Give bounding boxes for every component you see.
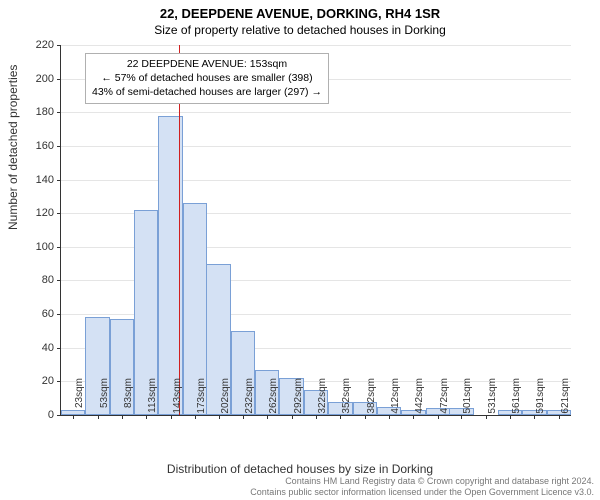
xtick-label: 621sqm [560,378,571,428]
ytick-label: 220 [24,39,54,51]
y-axis-label: Number of detached properties [6,65,20,230]
ytick-label: 120 [24,207,54,219]
ytick-label: 60 [24,308,54,320]
annotation-line: 22 DEEPDENE AVENUE: 153sqm [92,57,322,71]
xtick-label: 442sqm [414,378,425,428]
xtick-label: 173sqm [196,378,207,428]
ytick-label: 100 [24,241,54,253]
ytick-mark [57,314,61,315]
ytick-mark [57,112,61,113]
x-axis-label: Distribution of detached houses by size … [0,462,600,476]
ytick-mark [57,146,61,147]
xtick-label: 531sqm [487,378,498,428]
ytick-label: 80 [24,274,54,286]
footer-line-1: Contains HM Land Registry data © Crown c… [285,476,594,486]
annotation-box: 22 DEEPDENE AVENUE: 153sqm← 57% of detac… [85,53,329,104]
footer-line-2: Contains public sector information licen… [250,487,594,497]
xtick-label: 472sqm [439,378,450,428]
xtick-label: 262sqm [268,378,279,428]
xtick-label: 83sqm [123,378,134,428]
ytick-mark [57,381,61,382]
xtick-label: 352sqm [341,378,352,428]
xtick-label: 412sqm [390,378,401,428]
xtick-label: 113sqm [147,378,158,428]
ytick-mark [57,348,61,349]
ytick-label: 180 [24,106,54,118]
ytick-label: 200 [24,73,54,85]
ytick-label: 40 [24,342,54,354]
xtick-label: 561sqm [511,378,522,428]
ytick-label: 140 [24,174,54,186]
ytick-mark [57,180,61,181]
ytick-mark [57,247,61,248]
xtick-label: 382sqm [366,378,377,428]
chart-subtitle: Size of property relative to detached ho… [0,21,600,37]
ytick-mark [57,280,61,281]
annotation-line: 43% of semi-detached houses are larger (… [92,85,322,99]
xtick-label: 232sqm [244,378,255,428]
annotation-line: ← 57% of detached houses are smaller (39… [92,71,322,85]
xtick-label: 23sqm [74,378,85,428]
gridline [61,112,571,113]
ytick-mark [57,45,61,46]
xtick-label: 501sqm [462,378,473,428]
xtick-label: 143sqm [172,378,183,428]
chart-area: 22 DEEPDENE AVENUE: 153sqm← 57% of detac… [60,45,570,415]
ytick-label: 160 [24,140,54,152]
plot-area: 22 DEEPDENE AVENUE: 153sqm← 57% of detac… [60,45,571,416]
xtick-label: 292sqm [293,378,304,428]
ytick-mark [57,79,61,80]
xtick-label: 322sqm [317,378,328,428]
gridline [61,180,571,181]
ytick-mark [57,415,61,416]
gridline [61,146,571,147]
xtick-label: 202sqm [220,378,231,428]
gridline [61,45,571,46]
xtick-label: 53sqm [99,378,110,428]
ytick-label: 20 [24,375,54,387]
chart-title: 22, DEEPDENE AVENUE, DORKING, RH4 1SR [0,0,600,21]
ytick-label: 0 [24,409,54,421]
ytick-mark [57,213,61,214]
xtick-label: 591sqm [535,378,546,428]
footer-attribution: Contains HM Land Registry data © Crown c… [250,476,594,499]
